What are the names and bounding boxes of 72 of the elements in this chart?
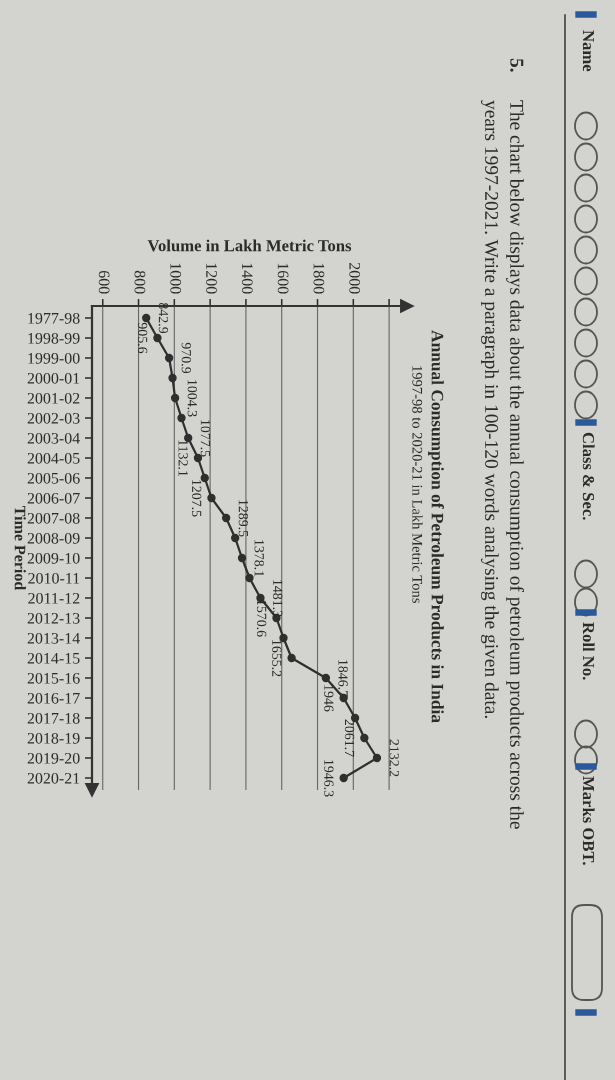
y-tick-label: 1977-98 xyxy=(28,312,80,324)
data-label: 1946 xyxy=(324,685,334,712)
text: Marks OBT. xyxy=(582,776,595,865)
y-tick-label: 2012-13 xyxy=(27,612,80,624)
text: Name xyxy=(582,30,594,72)
x-tick-label: 1800 xyxy=(313,263,325,294)
point xyxy=(170,393,180,403)
data-label: 2132.2 xyxy=(389,739,399,777)
point xyxy=(237,553,247,563)
data-label: 1655.2 xyxy=(272,640,282,677)
data-label: 1004.3 xyxy=(187,380,198,417)
point xyxy=(168,373,177,383)
point xyxy=(287,653,296,663)
point xyxy=(245,573,254,583)
y-tick-label: 2017-18 xyxy=(27,712,80,724)
point xyxy=(231,533,240,543)
y-tick-label: 2008-09 xyxy=(27,532,80,544)
y-tick-label: 2010-11 xyxy=(28,572,80,584)
y-tick-label: 2016-17 xyxy=(27,692,80,704)
y-tick-label: 2007-08 xyxy=(27,512,80,524)
point xyxy=(321,673,331,683)
y-tick-label: 2018-19 xyxy=(27,732,80,744)
x-tick-label: 800 xyxy=(134,270,146,294)
y-tick-label: 2001-02 xyxy=(27,392,80,404)
x-tick-label: 1600 xyxy=(277,263,289,294)
y-tick-label: 2003-04 xyxy=(27,432,80,444)
text: Class & Sec. xyxy=(582,432,595,520)
text: The chart below displays data about the annual consumption of petroleum products across the years 1997-2021. Write a paragraph in 100-120 words analysing the given data. xyxy=(481,100,524,829)
x-tick-label: 1000 xyxy=(170,263,182,294)
x-tick-label: 1400 xyxy=(241,263,253,294)
point xyxy=(221,513,231,523)
text: Annual Consumption of Petroleum Products in India xyxy=(428,330,444,723)
x-tick-label: 1200 xyxy=(206,263,217,294)
y-tick-label: 2013-14 xyxy=(27,632,80,644)
data-label: 1946.3 xyxy=(324,760,334,797)
y-tick-label: 2014-15 xyxy=(27,652,80,664)
point xyxy=(372,753,382,763)
y-tick-label: 2019-20 xyxy=(27,752,80,764)
data-label: 1077.5 xyxy=(200,420,211,457)
text: 1997-98 to 2020-21 in Lakh Metric Tons xyxy=(412,366,423,603)
y-tick-label: 2004-05 xyxy=(27,452,80,464)
text: Roll No. xyxy=(582,622,595,680)
data-label: 1289.5 xyxy=(238,500,249,537)
point xyxy=(360,733,369,743)
text: 5. xyxy=(510,58,524,72)
y-tick-label: 2002-03 xyxy=(27,412,80,424)
data-label: 1207.5 xyxy=(191,480,202,517)
y-tick-label: 2006-07 xyxy=(27,492,80,504)
y-tick-label: 2011-12 xyxy=(28,592,80,604)
data-label: 970.9 xyxy=(181,342,192,374)
y-tick-label: 2005-06 xyxy=(27,472,80,484)
data-label: 1132.1 xyxy=(178,440,188,476)
point xyxy=(153,333,162,343)
point xyxy=(142,313,151,323)
point xyxy=(164,353,174,363)
y-tick-label: 1999-00 xyxy=(28,352,80,364)
y-tick-label: 1998-99 xyxy=(28,332,80,344)
data-label: 905.6 xyxy=(137,322,148,354)
point xyxy=(200,473,209,483)
point xyxy=(207,493,216,503)
point xyxy=(339,773,348,783)
y-tick-label: 2015-16 xyxy=(27,672,80,684)
data-label: 2061.7 xyxy=(344,719,355,757)
y-axis-title: Time Period xyxy=(14,506,26,591)
x-axis-title: Volume in Lakh Metric Tons xyxy=(147,239,352,252)
y-tick-label: 2000-01 xyxy=(27,372,80,384)
x-tick-label: 2000 xyxy=(349,262,361,294)
y-tick-label: 2020-21 xyxy=(27,772,80,784)
point xyxy=(177,413,186,423)
x-tick-label: 600 xyxy=(98,270,110,294)
y-tick-label: 2009-10 xyxy=(27,552,80,564)
data-label: 1378.1 xyxy=(254,540,264,577)
